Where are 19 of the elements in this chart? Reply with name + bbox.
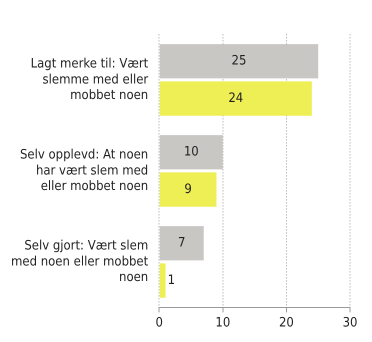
bar [160,81,312,116]
x-tick-label: 0 [155,316,163,331]
bar [160,226,204,260]
x-tick-label: 10 [215,316,230,331]
x-tick-label: 20 [278,316,294,331]
data-label: 10 [184,144,199,160]
data-label: 1 [168,272,176,288]
bar [160,135,223,170]
y-tick-label: Selv opplevd: At noen har vært slem med eller mobbet noen [20,148,148,194]
data-label: 25 [232,54,246,69]
data-label: 24 [228,90,244,106]
data-label: 7 [178,236,186,251]
bar [160,263,166,298]
data-label: 9 [184,182,192,197]
x-tick-label: 30 [342,316,358,331]
y-tick-label: Lagt merke til: Vært slemme med eller mobbet noen [30,56,149,103]
bar [160,44,318,78]
y-tick-label: Selv gjort: Vært slem med noen eller mobbet noen [10,238,149,285]
bar [160,172,216,207]
